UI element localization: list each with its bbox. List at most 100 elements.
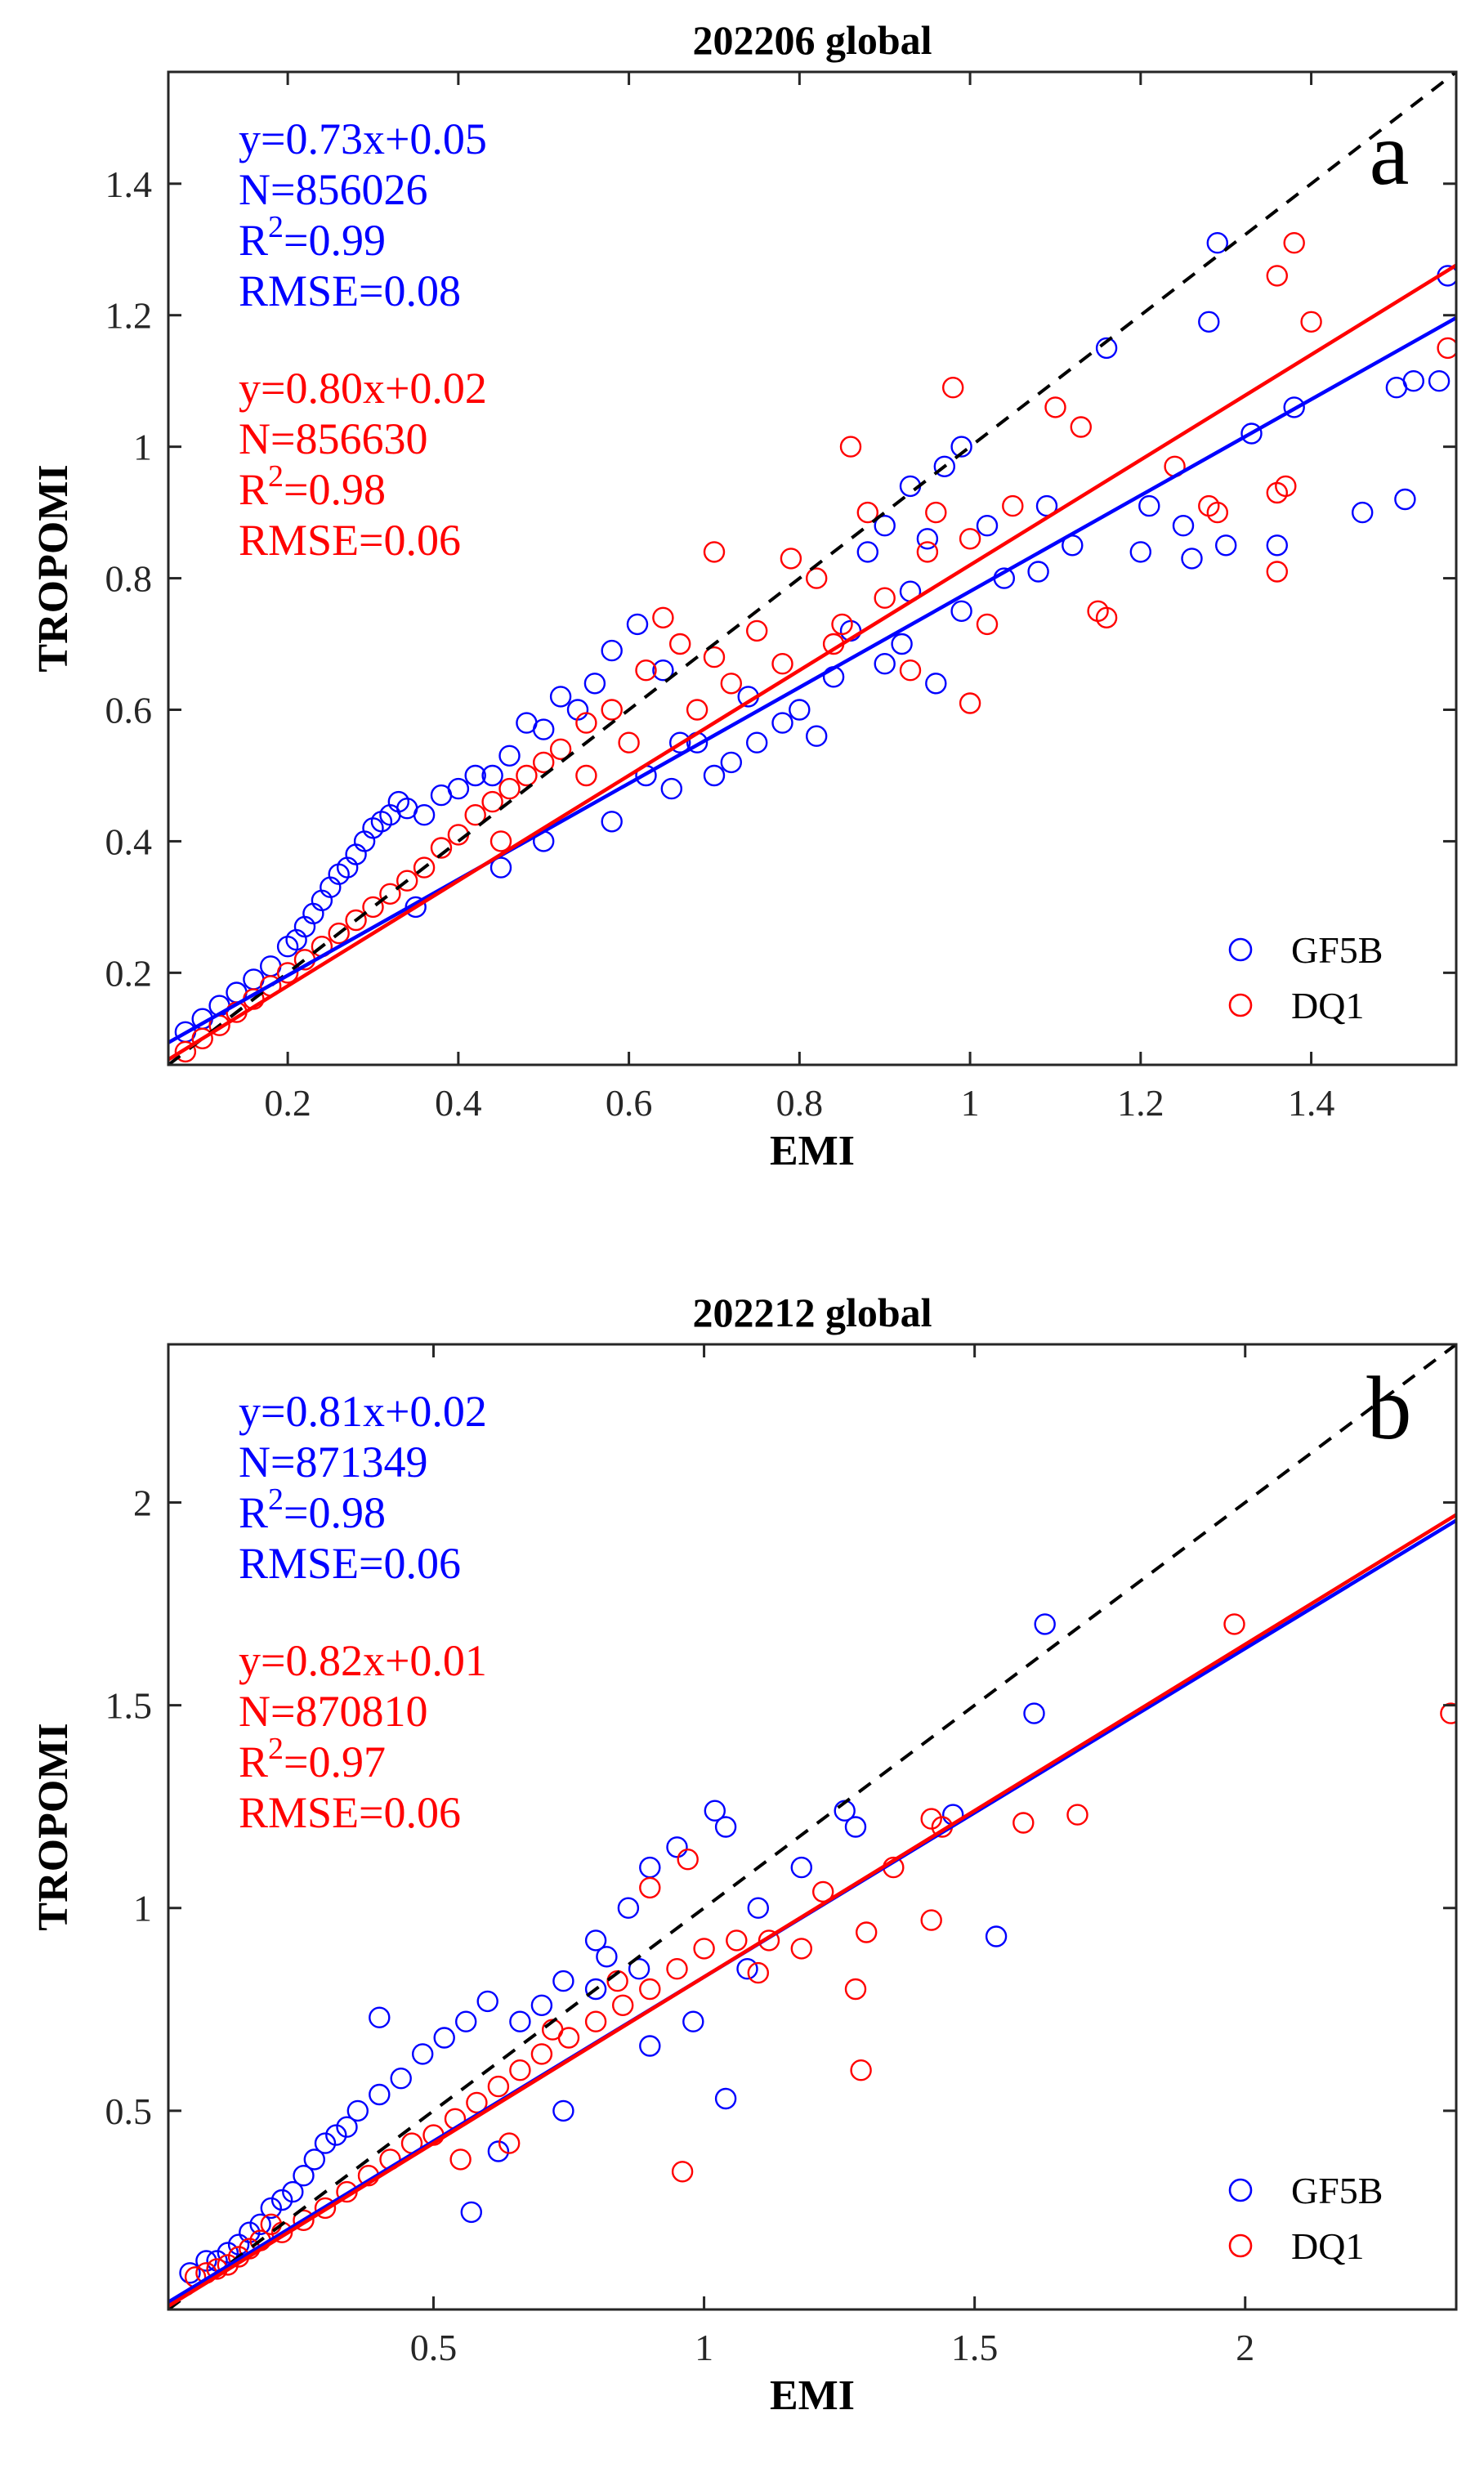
regression-equation: y=0.73x+0.05	[239, 114, 487, 163]
data-point	[249, 2213, 271, 2236]
data-point	[612, 1994, 634, 2017]
data-point	[1027, 561, 1049, 583]
data-point	[1275, 475, 1297, 498]
data-point	[920, 1808, 942, 1830]
axis-ticks: 0.5 1 1.5 2 0.5 1 1.5 2	[105, 1344, 1456, 2368]
data-point	[844, 1978, 867, 2001]
data-point	[790, 1856, 812, 1879]
data-point	[1266, 534, 1289, 557]
data-point	[1172, 515, 1195, 537]
data-point	[1437, 337, 1456, 360]
rmse: RMSE=0.06	[239, 1788, 461, 1837]
data-point	[1283, 232, 1305, 254]
fit-line-DQ1	[168, 263, 1456, 1062]
data-point	[1034, 1613, 1056, 1635]
data-point	[1070, 416, 1093, 438]
legend: GF5B DQ1	[1228, 929, 1383, 1026]
data-point	[1223, 1613, 1245, 1635]
data-point	[1206, 232, 1229, 254]
data-point	[583, 673, 606, 695]
regression-equation: y=0.81x+0.02	[239, 1387, 487, 1436]
rmse: RMSE=0.06	[239, 1539, 461, 1588]
plot-frame	[167, 1343, 1458, 2311]
data-point	[714, 2087, 737, 2110]
data-point	[276, 935, 299, 958]
data-point	[293, 2209, 315, 2232]
data-point	[481, 790, 503, 813]
data-point	[806, 567, 828, 589]
one-to-one-line	[168, 72, 1456, 1065]
x-tick-label: 0.4	[435, 1082, 482, 1124]
data-point	[552, 2099, 574, 2122]
data-point	[628, 1957, 650, 1980]
data-point	[530, 1994, 553, 2017]
x-tick-label: 1.2	[1117, 1082, 1164, 1124]
r-squared: R2=0.98	[239, 459, 386, 514]
data-point	[666, 1957, 688, 1980]
data-point	[714, 1816, 737, 1838]
y-tick-label: 1.2	[105, 295, 153, 337]
x-tick-label: 1	[961, 1082, 980, 1124]
fit-line-GF5B	[168, 315, 1456, 1044]
data-point	[191, 1027, 213, 1050]
y-tick-label: 0.2	[105, 952, 153, 994]
data-point	[509, 2059, 531, 2081]
data-point	[1198, 311, 1220, 333]
data-point	[976, 613, 999, 636]
data-point	[516, 764, 538, 787]
data-point	[812, 1880, 834, 1903]
data-point	[959, 528, 981, 550]
data-point	[780, 548, 802, 570]
legend-label: GF5B	[1291, 929, 1383, 971]
series-GF5B	[179, 1613, 1056, 2284]
data-point	[460, 2201, 482, 2224]
data-point	[1266, 561, 1289, 583]
data-point	[464, 804, 486, 826]
data-point	[959, 692, 981, 714]
data-point	[925, 673, 947, 695]
data-point	[516, 712, 538, 734]
data-point	[771, 653, 793, 675]
data-point	[1283, 396, 1305, 418]
legend: GF5B DQ1	[1228, 2170, 1383, 2267]
data-point	[1095, 337, 1118, 360]
sample-count: N=856026	[239, 165, 427, 214]
regression-equation: y=0.80x+0.02	[239, 364, 487, 413]
data-point	[874, 587, 896, 609]
data-point	[455, 2010, 477, 2032]
data-point	[433, 2027, 455, 2049]
data-point	[1087, 600, 1109, 622]
data-point	[985, 1925, 1008, 1947]
data-point	[758, 1929, 780, 1952]
data-point	[660, 777, 682, 800]
data-point	[669, 633, 691, 655]
data-point	[736, 1957, 758, 1980]
data-point	[481, 764, 503, 787]
data-point	[174, 1040, 197, 1063]
data-point	[314, 2132, 337, 2154]
x-tick-label: 0.5	[410, 2327, 458, 2368]
data-point	[891, 633, 913, 655]
x-tick-label: 0.2	[264, 1082, 311, 1124]
data-point	[464, 764, 486, 787]
series-GF5B	[174, 232, 1456, 1044]
data-point	[635, 660, 657, 682]
panel-letter: a	[1370, 104, 1410, 203]
y-tick-label: 1.5	[105, 1685, 153, 1727]
data-point	[855, 1921, 878, 1943]
data-point	[703, 764, 726, 787]
data-point	[1385, 377, 1408, 399]
data-point	[260, 2197, 282, 2220]
data-point	[584, 1929, 607, 1952]
plot-frame	[167, 70, 1458, 1066]
legend-label: DQ1	[1291, 2225, 1364, 2267]
data-point	[703, 646, 726, 668]
data-point	[899, 660, 922, 682]
panel-letter: b	[1367, 1358, 1412, 1458]
data-point	[270, 2189, 293, 2211]
sample-count: N=871349	[239, 1437, 427, 1487]
data-point	[639, 2035, 661, 2057]
data-point	[747, 1897, 769, 1919]
